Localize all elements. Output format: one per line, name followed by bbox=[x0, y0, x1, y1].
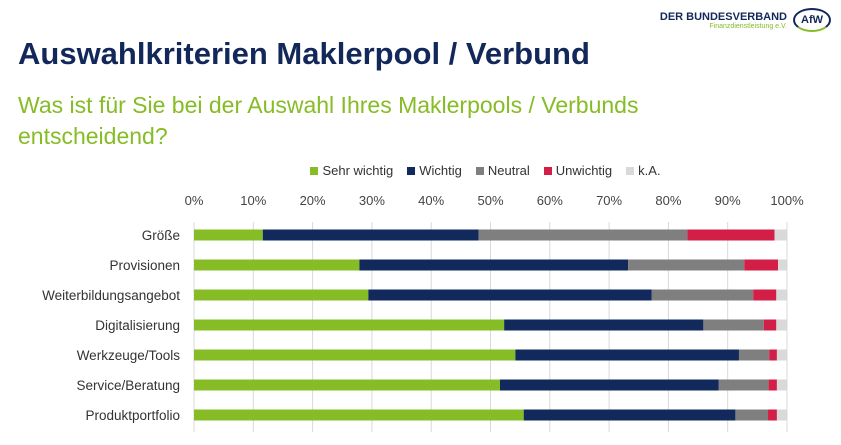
x-tick-label: 90% bbox=[715, 193, 741, 208]
x-tick-label: 30% bbox=[359, 193, 385, 208]
page-title: Auswahlkriterien Maklerpool / Verbund bbox=[18, 36, 590, 71]
category-label: Werkzeuge/Tools bbox=[77, 348, 181, 363]
legend-label: Sehr wichtig bbox=[322, 163, 394, 178]
bar-segment bbox=[504, 319, 704, 331]
category-label: Digitalisierung bbox=[95, 318, 180, 333]
legend-swatch bbox=[310, 166, 319, 175]
category-label: Produktportfolio bbox=[85, 408, 180, 423]
legend-item: k.A. bbox=[626, 163, 661, 178]
bar-segment bbox=[499, 379, 719, 391]
bar-segment bbox=[763, 319, 777, 331]
bar-segment bbox=[738, 349, 770, 361]
x-tick-label: 100% bbox=[770, 193, 804, 208]
afw-logo: DER BUNDESVERBAND Finanzdienstleistung e… bbox=[660, 8, 831, 32]
bar-segment bbox=[776, 409, 787, 421]
x-tick-label: 40% bbox=[418, 193, 444, 208]
x-tick-label: 20% bbox=[300, 193, 326, 208]
bar-segment bbox=[778, 259, 787, 271]
chart-legend: Sehr wichtig Wichtig Neutral Unwichtig k.A. bbox=[0, 163, 841, 178]
bar-segment bbox=[744, 259, 779, 271]
legend-swatch bbox=[543, 166, 552, 175]
logo-line2: Finanzdienstleistung e.V. bbox=[709, 22, 787, 30]
bar-segment bbox=[735, 409, 769, 421]
category-label: Weiterbildungsangebot bbox=[42, 288, 180, 303]
bar-segment bbox=[768, 409, 777, 421]
bar-segment bbox=[776, 319, 787, 331]
legend-swatch bbox=[626, 166, 635, 175]
bar-segment bbox=[194, 379, 500, 391]
bar-segment bbox=[718, 379, 769, 391]
bar-segment bbox=[194, 289, 369, 301]
legend-label: k.A. bbox=[638, 163, 661, 178]
bar-segment bbox=[774, 229, 787, 241]
bar-segment bbox=[687, 229, 775, 241]
bar-segment bbox=[194, 409, 524, 421]
legend-item: Unwichtig bbox=[543, 163, 613, 178]
legend-label: Wichtig bbox=[419, 163, 462, 178]
x-tick-label: 10% bbox=[240, 193, 266, 208]
bar-segment bbox=[753, 289, 777, 301]
bar-segment bbox=[776, 379, 787, 391]
bar-segment bbox=[768, 379, 777, 391]
bar-segment bbox=[359, 259, 629, 271]
legend-item: Wichtig bbox=[407, 163, 462, 178]
bar-segment bbox=[368, 289, 652, 301]
bar-segment bbox=[194, 229, 263, 241]
bar-segment bbox=[769, 349, 777, 361]
bar-segment bbox=[194, 349, 516, 361]
x-tick-label: 50% bbox=[477, 193, 503, 208]
category-label: Provisionen bbox=[109, 258, 180, 273]
category-label: Service/Beratung bbox=[76, 378, 180, 393]
legend-item: Neutral bbox=[475, 163, 530, 178]
bar-segment bbox=[478, 229, 688, 241]
bar-segment bbox=[628, 259, 745, 271]
page-subtitle: Was ist für Sie bei der Auswahl Ihres Ma… bbox=[18, 92, 639, 149]
logo-line1: DER BUNDESVERBAND bbox=[659, 10, 787, 23]
legend-label: Unwichtig bbox=[555, 163, 613, 178]
x-tick-label: 70% bbox=[596, 193, 622, 208]
legend-label: Neutral bbox=[487, 163, 530, 178]
logo-badge: AfW bbox=[793, 8, 831, 32]
category-label: Größe bbox=[142, 228, 180, 243]
bar-segment bbox=[776, 349, 787, 361]
bar-segment bbox=[651, 289, 754, 301]
legend-swatch bbox=[407, 166, 416, 175]
bar-segment bbox=[523, 409, 736, 421]
x-tick-label: 80% bbox=[655, 193, 681, 208]
bar-segment bbox=[515, 349, 739, 361]
x-tick-label: 0% bbox=[185, 193, 204, 208]
x-tick-label: 60% bbox=[537, 193, 563, 208]
bar-segment bbox=[703, 319, 764, 331]
bar-segment bbox=[194, 259, 360, 271]
bar-segment bbox=[262, 229, 479, 241]
legend-item: Sehr wichtig bbox=[310, 163, 393, 178]
bar-segment bbox=[194, 319, 505, 331]
bar-segment bbox=[776, 289, 787, 301]
legend-swatch bbox=[475, 166, 484, 175]
